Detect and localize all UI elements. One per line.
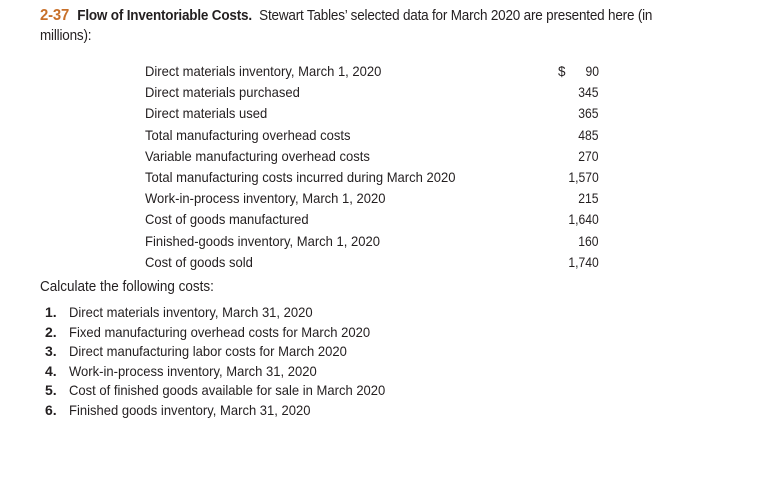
row-value: 1,640 [568,212,599,228]
task-text: Fixed manufacturing overhead costs for M… [69,323,371,340]
row-value: 160 [578,233,599,249]
table-row: Cost of goods manufactured 1,640 [145,209,615,230]
table-row: Cost of goods sold 1,740 [145,252,615,273]
row-value: 365 [578,106,599,122]
problem-number: 2-37 [40,7,70,24]
row-value: 1,570 [568,169,599,185]
table-row: Total manufacturing overhead costs 485 [145,125,615,146]
row-label: Direct materials purchased [145,84,300,101]
row-label: Direct materials used [145,105,268,122]
row-label: Total manufacturing costs incurred durin… [145,168,456,185]
row-label: Work-in-process inventory, March 1, 2020 [145,190,386,207]
data-table: Direct materials inventory, March 1, 202… [145,61,615,273]
task-number: 4. [45,362,57,379]
table-row: Direct materials purchased 345 [145,82,615,103]
dollar-sign: $ [558,64,566,79]
problem-title: Flow of Inventoriable Costs. [77,8,252,24]
row-label: Total manufacturing overhead costs [145,126,351,143]
row-value: 270 [578,148,599,164]
table-row: Finished-goods inventory, March 1, 2020 … [145,231,615,252]
task-text: Work-in-process inventory, March 31, 202… [69,362,317,379]
problem-header: 2-37 Flow of Inventoriable Costs. Stewar… [40,6,682,46]
task-text: Cost of finished goods available for sal… [69,382,386,399]
row-value: 345 [578,85,599,101]
row-value: 90 [585,64,599,79]
task-number: 2. [45,323,57,340]
table-row: Variable manufacturing overhead costs 27… [145,146,615,167]
row-value: 215 [578,191,599,207]
row-label: Finished-goods inventory, March 1, 2020 [145,232,380,249]
task-text: Finished goods inventory, March 31, 2020 [69,401,311,418]
table-row: Work-in-process inventory, March 1, 2020… [145,188,615,209]
row-label: Variable manufacturing overhead costs [145,147,370,164]
task-number: 1. [45,304,57,320]
task-text: Direct materials inventory, March 31, 20… [69,304,313,320]
row-label: Cost of goods manufactured [145,211,309,228]
task-number: 6. [45,401,57,418]
task-number: 3. [45,343,57,360]
problem-intro: Stewart Tables’ selected data for March … [40,8,653,44]
row-value: 485 [578,127,599,143]
task-text: Direct manufacturing labor costs for Mar… [69,343,347,360]
row-label: Direct materials inventory, March 1, 202… [145,63,382,79]
row-label: Cost of goods sold [145,253,253,270]
task-number: 5. [45,382,57,399]
table-row: Total manufacturing costs incurred durin… [145,167,615,188]
instructions: Calculate the following costs: [40,279,214,295]
row-value: 1,740 [568,254,599,270]
table-row: Direct materials inventory, March 1, 202… [145,61,615,82]
table-row: Direct materials used 365 [145,103,615,124]
